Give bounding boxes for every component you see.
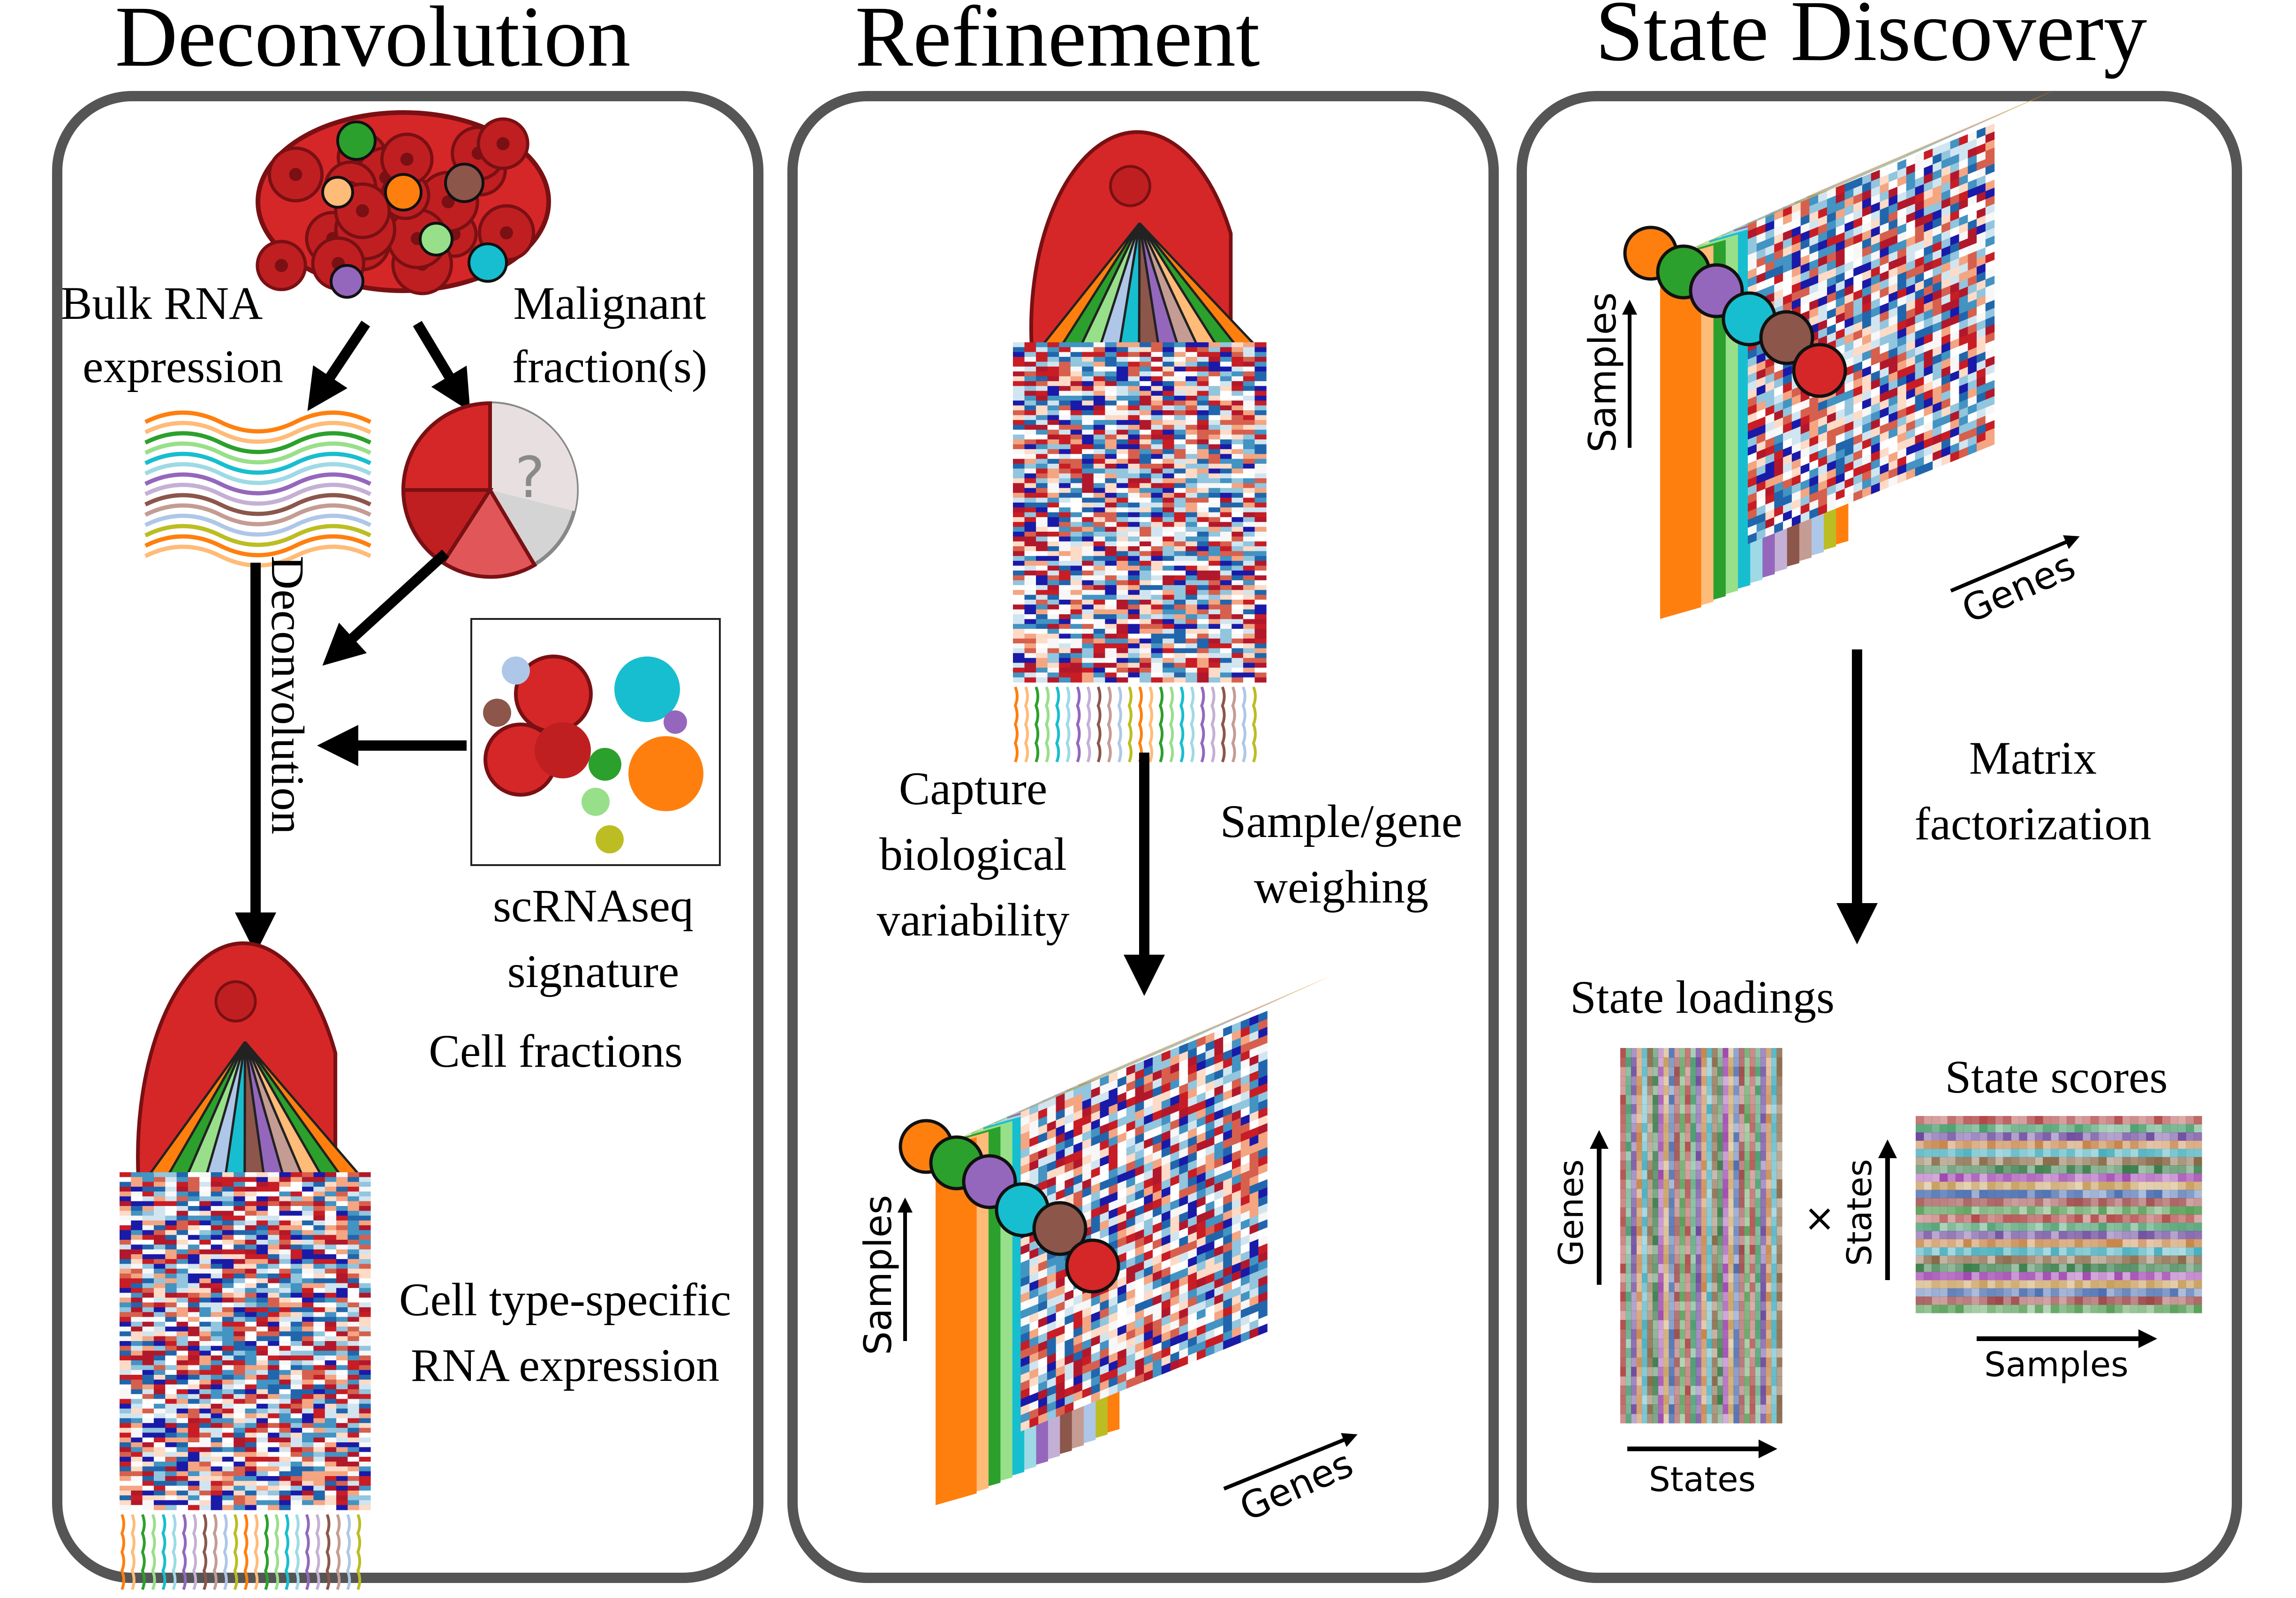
arrow-pie-to-deconv [322,549,449,666]
cell-type-specific-label: Cell type-specific [399,1274,731,1326]
state-scores-matrix [1916,1116,2202,1313]
malignant-fraction-pie: ? [401,401,579,579]
capture-label-2: biological [879,828,1067,880]
capture-label-3: variability [877,894,1070,946]
heatmap-legend-waves [120,1514,362,1590]
deconvolution-arrow-label: Deconvolution [262,556,314,834]
scrnaseq-label-2: signature [507,945,680,997]
refinement-genes-axis-label: Genes [1233,1442,1359,1530]
scrnaseq-signature-umap [470,618,721,866]
panel-frame-state-discovery [1517,91,2242,1583]
bulk-expression-lines-icon [144,410,372,568]
unknown-fraction-mark: ? [515,445,545,511]
loadings-genes-axis-label: Genes [1551,1159,1591,1266]
panel-title-refinement: Refinement [855,0,1260,85]
sd-genes-axis-arrow [1950,535,2080,593]
weighing-label: Sample/gene [1220,795,1463,847]
bulk-rna-label: Bulk RNA [61,277,263,329]
scrnaseq-label: scRNAseq [493,880,694,932]
loadings-states-axis-label: States [1649,1460,1756,1499]
panel-title-deconvolution: Deconvolution [115,0,631,85]
refinement-genes-axis-arrow [1223,1433,1358,1491]
refinement-legend-waves [1013,686,1257,763]
scores-states-axis-label: States [1840,1159,1879,1266]
refinement-fan-icon [1029,130,1260,349]
weighing-label-2: weighing [1254,861,1428,913]
state-loadings-title: State loadings [1570,971,1835,1023]
arrow-to-bulk [307,320,370,411]
scores-samples-axis-label: Samples [1984,1345,2128,1384]
state-scores-title: State scores [1945,1051,2168,1103]
panel-frame-deconvolution [52,91,763,1583]
panel-frame-refinement [787,91,1499,1583]
tumor-cluster-icon [256,110,551,299]
cell-fractions-label: Cell fractions [429,1025,683,1077]
refinement-cube [899,976,1330,1505]
matrix-factorization-label: Matrix [1969,732,2097,784]
cell-type-specific-label-2: RNA expression [411,1339,719,1391]
capture-label: Capture [899,762,1048,814]
malignant-fraction-label: Malignant [513,277,706,329]
cell-type-heatmap [120,1172,371,1510]
state-loadings-matrix [1620,1048,1782,1424]
refinement-samples-axis-label: Samples [856,1195,900,1355]
cell-fraction-fan-icon [136,941,364,1179]
sd-genes-axis-label: Genes [1956,544,2082,632]
sd-samples-axis-label: Samples [1581,292,1624,452]
refinement-heatmap [1013,342,1267,683]
multiplication-sign: × [1804,1196,1835,1240]
state-discovery-cube [1623,88,2059,619]
arrow-to-pie [413,321,470,412]
matrix-factorization-label-2: factorization [1914,798,2151,850]
panel-title-state-discovery: State Discovery [1595,0,2147,79]
bulk-rna-label-2: expression [83,340,283,392]
malignant-fraction-label-2: fraction(s) [512,340,707,392]
